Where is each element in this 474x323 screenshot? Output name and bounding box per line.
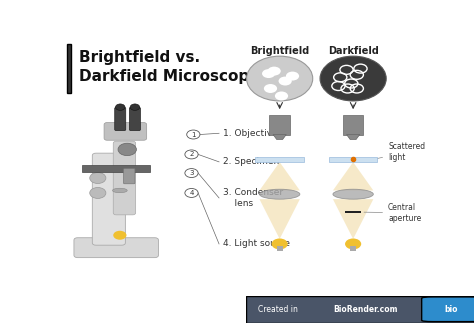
FancyBboxPatch shape [82,165,150,172]
Text: Scattered
light: Scattered light [376,142,425,162]
Polygon shape [346,134,360,140]
Ellipse shape [259,189,300,199]
FancyBboxPatch shape [269,115,290,135]
Text: 2: 2 [189,151,194,157]
FancyBboxPatch shape [115,108,126,130]
FancyBboxPatch shape [277,246,283,251]
Polygon shape [273,134,286,140]
Circle shape [264,84,277,93]
Circle shape [275,91,288,100]
FancyBboxPatch shape [104,122,146,140]
Text: Brightfield: Brightfield [250,46,309,56]
FancyBboxPatch shape [350,246,356,251]
Circle shape [262,69,275,78]
Text: Darkfield: Darkfield [328,46,379,56]
Polygon shape [259,162,300,191]
Polygon shape [333,162,374,191]
Circle shape [272,238,288,249]
Text: 3. Condenser
    lens: 3. Condenser lens [223,188,283,208]
Circle shape [185,169,198,178]
Circle shape [187,130,200,139]
Circle shape [116,104,125,110]
Circle shape [267,67,281,76]
Text: bio: bio [445,305,458,314]
Text: Created in: Created in [258,305,300,314]
Circle shape [113,231,127,240]
Text: 1: 1 [191,131,196,138]
Polygon shape [259,199,300,239]
FancyBboxPatch shape [345,211,361,214]
Circle shape [345,238,361,249]
FancyBboxPatch shape [129,108,140,130]
Circle shape [286,72,299,80]
Text: 1. Objective: 1. Objective [223,129,277,138]
Circle shape [130,104,140,110]
Circle shape [90,187,106,198]
Ellipse shape [112,188,127,193]
FancyBboxPatch shape [74,238,158,258]
Text: Central
aperture: Central aperture [364,203,421,223]
Circle shape [320,56,386,101]
Text: 3: 3 [189,170,194,176]
FancyBboxPatch shape [255,157,304,162]
FancyBboxPatch shape [343,115,364,135]
Polygon shape [333,199,374,239]
FancyBboxPatch shape [329,157,377,162]
FancyBboxPatch shape [66,44,71,93]
FancyBboxPatch shape [113,141,136,215]
Text: 2. Specimen: 2. Specimen [223,157,279,166]
Text: 4. Light source: 4. Light source [223,239,290,248]
FancyBboxPatch shape [246,296,474,323]
Circle shape [185,189,198,197]
Text: Darkfield Microscopy: Darkfield Microscopy [80,68,260,84]
FancyBboxPatch shape [92,153,125,245]
FancyBboxPatch shape [422,297,474,322]
Circle shape [118,143,137,156]
Text: BioRender.com: BioRender.com [333,305,397,314]
Text: 4: 4 [189,190,194,196]
Circle shape [279,77,292,86]
FancyBboxPatch shape [124,169,135,184]
Text: Brightfield vs.: Brightfield vs. [80,50,201,65]
Circle shape [185,150,198,159]
Circle shape [90,172,106,183]
Ellipse shape [333,189,374,199]
Circle shape [246,56,313,101]
